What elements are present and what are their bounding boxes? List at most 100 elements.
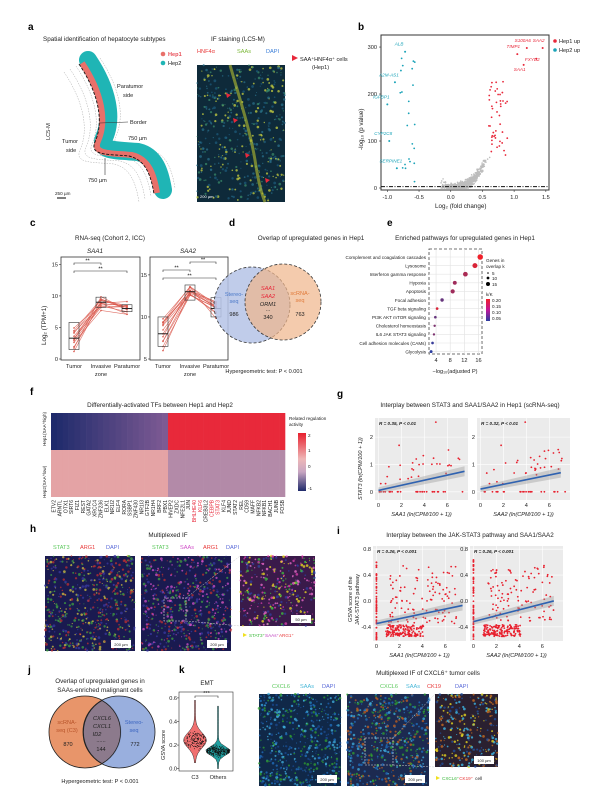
data-point	[393, 631, 396, 634]
data-point	[223, 748, 225, 750]
data-point	[203, 744, 205, 746]
cell-signal	[103, 578, 105, 580]
if-title: IF staining (LC5-M)	[211, 36, 265, 43]
cell-signal	[130, 562, 134, 565]
legend-saas: SAAs⁺	[265, 633, 279, 638]
cell-signal	[282, 713, 285, 716]
cell-signal	[150, 619, 152, 621]
data-point	[507, 604, 510, 607]
channel-hnf4a: HNF4α	[197, 49, 216, 55]
data-point	[185, 742, 186, 744]
cell-signal	[147, 623, 150, 626]
cell-signal	[262, 716, 264, 718]
cell-signal	[162, 610, 164, 612]
point-ns	[483, 160, 486, 163]
cell-signal	[275, 555, 278, 557]
data-point	[418, 463, 421, 466]
cell-signal	[97, 625, 100, 627]
tf-label: MAFF	[251, 500, 257, 514]
cell-signal	[62, 555, 65, 559]
data-point	[434, 421, 437, 423]
cell-signal	[223, 628, 226, 630]
data-point	[222, 749, 224, 750]
cell-signal	[174, 621, 177, 624]
data-point	[223, 752, 225, 754]
cell-signal	[269, 158, 272, 162]
data-point	[227, 752, 229, 754]
cell-signal	[200, 600, 204, 604]
cell-signal	[91, 642, 94, 644]
data-point	[510, 634, 513, 637]
cell-signal	[224, 148, 228, 152]
data-point	[499, 600, 502, 603]
data-point	[515, 588, 518, 591]
cell-signal	[200, 615, 203, 617]
cell-signal	[274, 602, 277, 605]
cell-signal	[259, 74, 262, 76]
data-point	[219, 753, 221, 754]
cell-signal	[54, 619, 57, 621]
data-point	[526, 586, 529, 589]
data-point	[534, 467, 536, 470]
gene-label: SAA1	[514, 67, 526, 72]
cell-signal	[100, 608, 102, 610]
point-hep2-up	[400, 69, 402, 72]
cell-signal	[200, 642, 204, 645]
cell-signal	[267, 175, 271, 178]
y-tick-label: 5	[55, 325, 58, 331]
cell-signal	[266, 616, 268, 619]
cell-signal	[301, 555, 304, 558]
cell-signal	[310, 719, 313, 722]
cell-signal	[261, 155, 265, 158]
heatmap-cell-hep2	[150, 450, 157, 497]
cell-signal	[204, 594, 206, 596]
cell-signal	[71, 585, 75, 589]
cell-signal	[225, 562, 229, 565]
cell-signal	[216, 178, 219, 181]
cell-signal	[209, 94, 212, 97]
cell-signal	[67, 624, 69, 626]
y-tick-label: 10	[141, 315, 147, 321]
data-point	[503, 630, 506, 633]
cell-signal	[146, 625, 149, 628]
heatmap-cell-hep2	[261, 450, 268, 497]
data-point	[214, 750, 216, 752]
data-point	[191, 741, 193, 743]
cell-signal	[161, 559, 163, 562]
point-ns	[475, 172, 477, 175]
cell-signal	[272, 175, 274, 178]
data-point	[417, 627, 420, 630]
cell-signal	[109, 559, 113, 563]
cell-signal	[74, 617, 77, 620]
data-point	[384, 482, 387, 485]
data-point	[206, 751, 208, 753]
heatmap-cell-hep1	[238, 413, 245, 450]
cell-signal	[198, 598, 201, 600]
legend-swatch-up2	[553, 48, 557, 52]
cell-signal	[196, 584, 200, 588]
data-point	[203, 736, 205, 737]
tf-label: REST	[81, 500, 87, 513]
cell-signal	[120, 611, 123, 615]
panel-title-2: SAAs-enriched malignant cells	[57, 687, 142, 694]
cell-signal	[224, 136, 228, 140]
data-point	[194, 739, 196, 741]
data-point	[201, 740, 203, 742]
cell-signal	[86, 610, 89, 612]
data-point	[375, 580, 378, 582]
cell-signal	[206, 600, 209, 603]
cell-signal	[144, 592, 146, 594]
cell-signal	[97, 567, 99, 569]
cell-signal	[282, 180, 284, 182]
cell-signal	[261, 77, 264, 80]
data-point	[390, 628, 393, 631]
data-point	[519, 635, 522, 637]
cell-signal	[59, 607, 62, 609]
cell-signal	[94, 621, 97, 624]
cell-signal	[65, 608, 67, 610]
cell-signal	[117, 604, 119, 606]
cell-signal	[216, 589, 218, 591]
data-point	[219, 754, 221, 756]
data-point	[472, 580, 475, 583]
channel: SAAs	[180, 545, 194, 551]
